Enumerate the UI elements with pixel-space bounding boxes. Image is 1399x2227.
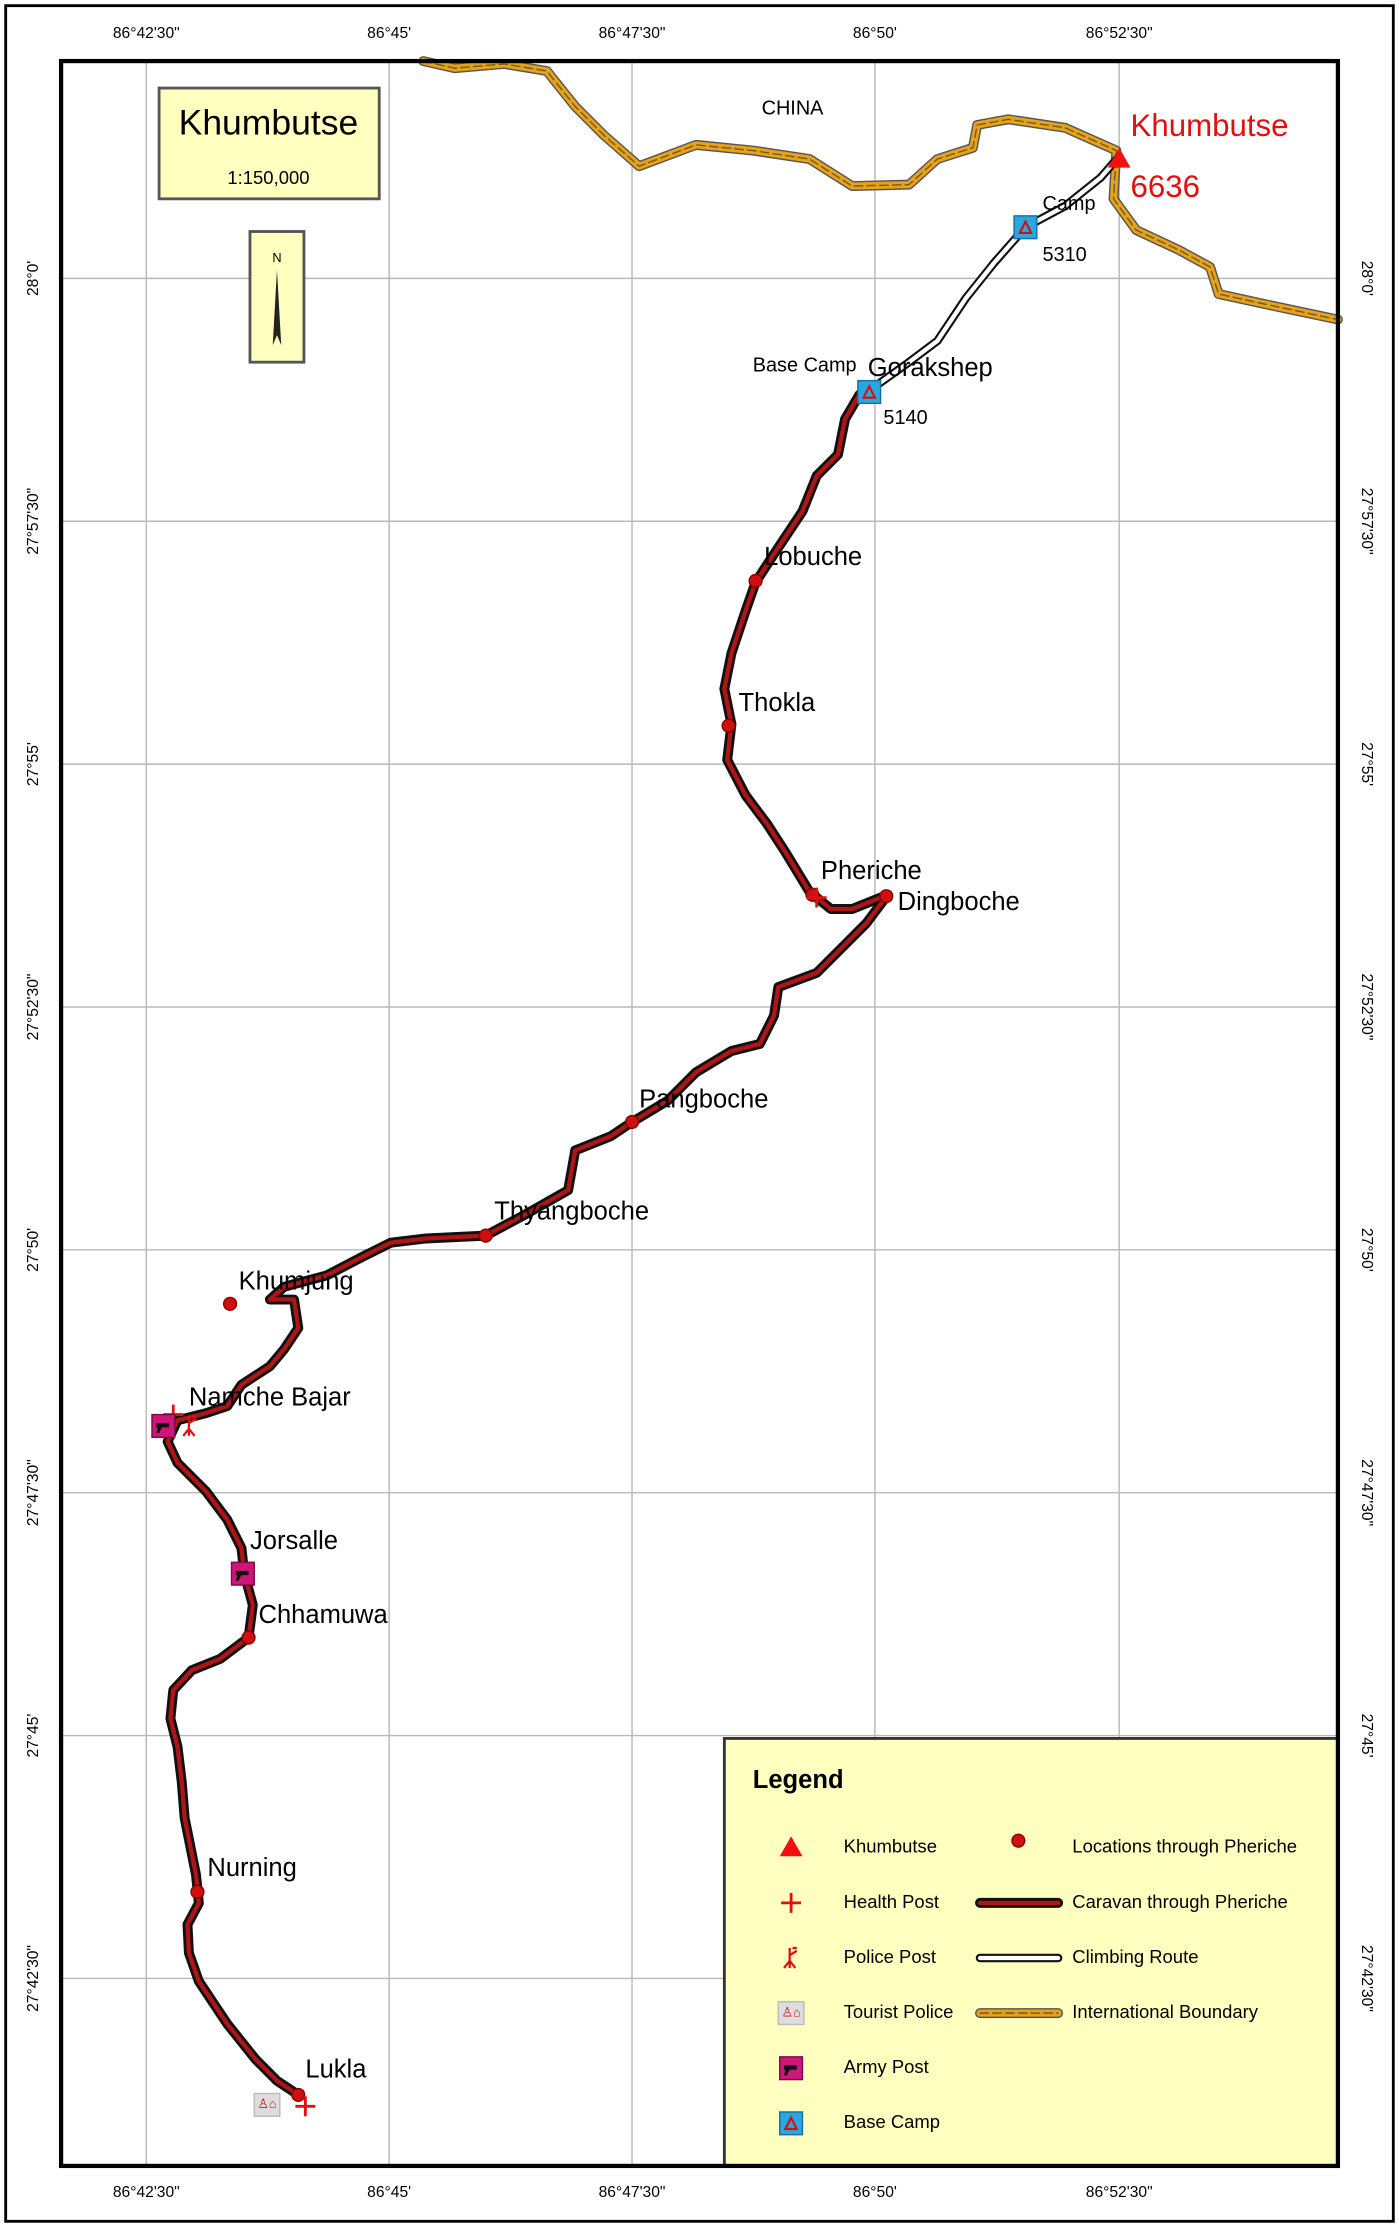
health-post bbox=[806, 887, 827, 908]
legend-label: Base Camp bbox=[844, 2111, 940, 2132]
health-post bbox=[781, 1892, 802, 1913]
place-name: Thokla bbox=[739, 689, 816, 717]
longitude-label: 86°47'30" bbox=[599, 2184, 666, 2201]
place-name: Khumjung bbox=[239, 1267, 354, 1295]
peak bbox=[779, 1836, 803, 1857]
peak bbox=[1107, 147, 1131, 168]
legend-label: International Boundary bbox=[1072, 2001, 1258, 2022]
latitude-label: 27°42'30" bbox=[1358, 1945, 1375, 2012]
tourist-police bbox=[777, 2001, 805, 2026]
legend-box bbox=[722, 1737, 1340, 2168]
north-label: N bbox=[272, 250, 281, 265]
location-dot bbox=[222, 1296, 238, 1311]
location-dot bbox=[291, 2087, 306, 2103]
longitude-label: 86°45' bbox=[367, 2184, 411, 2201]
title-box bbox=[157, 86, 381, 201]
base-camp-tent bbox=[861, 383, 877, 399]
army-post-icon bbox=[235, 1570, 249, 1581]
place-name: Thyangboche bbox=[494, 1198, 649, 1226]
map-layer: 86°42'30" 86°42'30" 86°45' 86°45' 86°47'30" 8… bbox=[25, 25, 1375, 2201]
longitude-label: 86°50' bbox=[853, 25, 897, 42]
place-name: Namche Bajar bbox=[189, 1384, 351, 1412]
latitude-label: 27°50' bbox=[1358, 1228, 1375, 1272]
place-name: Nurning bbox=[207, 1854, 296, 1882]
place-name: Lukla bbox=[305, 2056, 367, 2084]
place-name: Pangboche bbox=[639, 1085, 768, 1113]
legend-label: Locations through Pheriche bbox=[1072, 1836, 1297, 1857]
tourist-police-icon: ♙⌂ bbox=[257, 2096, 276, 2111]
health-post bbox=[295, 2096, 316, 2117]
place-name: Lobuche bbox=[764, 543, 862, 571]
location-dot bbox=[748, 573, 763, 588]
location-dot bbox=[478, 1228, 493, 1243]
latitude-label: 27°45' bbox=[1358, 1714, 1375, 1758]
longitude-label: 86°42'30" bbox=[113, 2184, 180, 2201]
latitude-label: 27°45' bbox=[25, 1714, 42, 1758]
place-name: Jorsalle bbox=[250, 1527, 338, 1555]
peak-elevation: 6636 bbox=[1131, 169, 1200, 204]
place-name: Gorakshep bbox=[868, 354, 993, 382]
tourist-police bbox=[253, 2092, 281, 2117]
latitude-label: 27°52'30" bbox=[1358, 974, 1375, 1041]
location-dot bbox=[190, 1884, 205, 1899]
longitude-label: 86°52'30" bbox=[1086, 2184, 1153, 2201]
legend-label: Caravan through Pheriche bbox=[1072, 1891, 1287, 1912]
base-camp-tent bbox=[1018, 219, 1033, 234]
latitude-label: 27°47'30" bbox=[25, 1459, 42, 1526]
outer-border bbox=[4, 4, 1395, 2223]
camp-name: Base Camp bbox=[753, 355, 857, 377]
latitude-label: 27°57'30" bbox=[1358, 488, 1375, 555]
map-scale: 1:150,000 bbox=[227, 167, 309, 188]
base-camp-tent bbox=[783, 2115, 799, 2131]
latitude-label: 27°50' bbox=[25, 1228, 42, 1272]
camp-name: Camp bbox=[1042, 193, 1095, 215]
latitude-label: 27°55' bbox=[25, 742, 42, 786]
latitude-label: 27°57'30" bbox=[25, 488, 42, 555]
north-arrow bbox=[272, 269, 282, 346]
police-post bbox=[182, 1414, 197, 1437]
legend-label: Khumbutse bbox=[844, 1836, 937, 1857]
legend-label: Police Post bbox=[844, 1946, 936, 1967]
police-post bbox=[783, 1946, 798, 1969]
latitude-label: 27°47'30" bbox=[1358, 1459, 1375, 1526]
legend-label: Health Post bbox=[844, 1891, 939, 1912]
latitude-label: 27°55' bbox=[1358, 742, 1375, 786]
map-frame bbox=[58, 58, 1341, 2169]
longitude-label: 86°50' bbox=[853, 2184, 897, 2201]
longitude-label: 86°52'30" bbox=[1086, 25, 1153, 42]
legend-title: Legend bbox=[753, 1766, 844, 1794]
tourist-police-icon: ♙⌂ bbox=[782, 2004, 801, 2019]
map-title: Khumbutse bbox=[179, 102, 359, 142]
caravan-route bbox=[165, 388, 890, 2098]
latitude-label: 27°42'30" bbox=[25, 1945, 42, 2012]
location-dot bbox=[879, 889, 894, 904]
latitude-label: 27°52'30" bbox=[25, 974, 42, 1041]
legend-label: Tourist Police bbox=[844, 2001, 954, 2022]
peak-name: Khumbutse bbox=[1131, 108, 1289, 143]
climbing-route bbox=[867, 154, 1122, 393]
location-dot bbox=[721, 718, 736, 733]
location-dot bbox=[241, 1630, 256, 1645]
legend-label: Climbing Route bbox=[1072, 1946, 1198, 1967]
place-name: Dingboche bbox=[898, 888, 1020, 916]
longitude-label: 86°45' bbox=[367, 25, 411, 42]
army-post-icon bbox=[156, 1423, 170, 1434]
latitude-label: 28°0' bbox=[1358, 261, 1375, 296]
army-post-icon bbox=[784, 2065, 797, 2076]
legend-label: Army Post bbox=[844, 2056, 929, 2077]
camp-elevation: 5310 bbox=[1042, 244, 1086, 266]
longitude-label: 86°47'30" bbox=[599, 25, 666, 42]
camp-elevation: 5140 bbox=[883, 407, 927, 429]
latitude-label: 28°0' bbox=[25, 261, 42, 296]
place-name: Chhamuwa bbox=[259, 1601, 389, 1629]
longitude-label: 86°42'30" bbox=[113, 25, 180, 42]
location-dot bbox=[624, 1114, 640, 1130]
country-label: CHINA bbox=[762, 98, 825, 120]
international-boundary bbox=[422, 60, 1339, 321]
place-name: Pheriche bbox=[821, 857, 922, 885]
location-dot bbox=[1011, 1833, 1026, 1848]
